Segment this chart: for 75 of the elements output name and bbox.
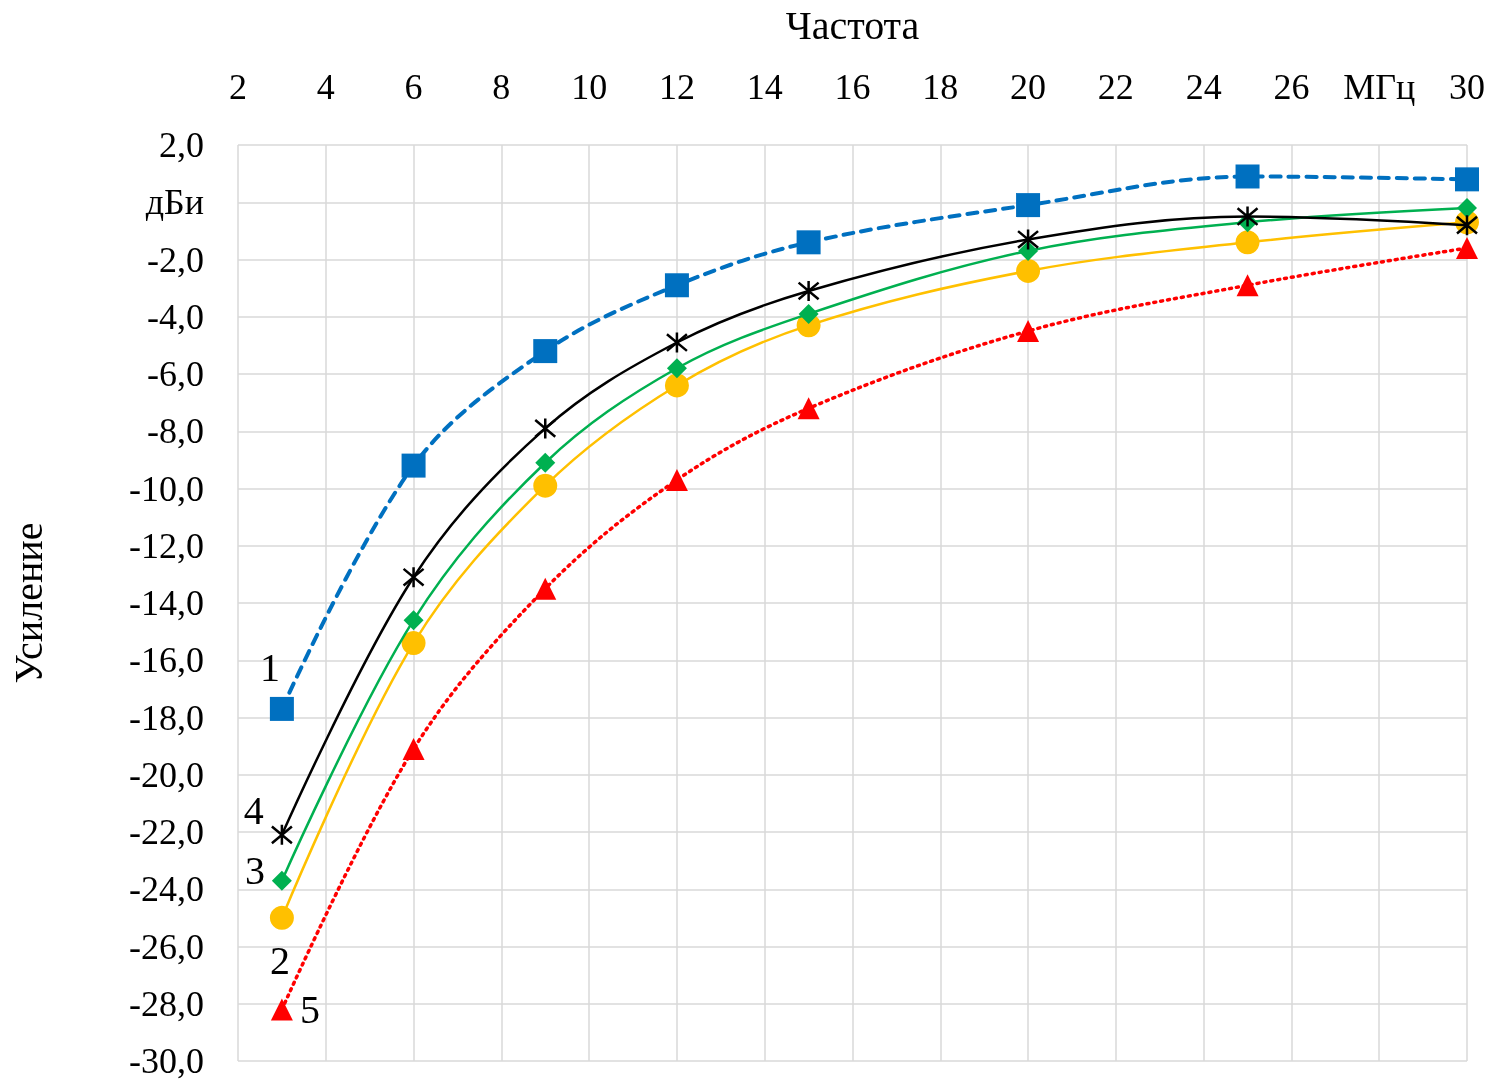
x-tick-label: 14	[746, 67, 783, 107]
point	[1016, 258, 1041, 283]
series-label: 4	[243, 788, 264, 834]
point	[533, 473, 558, 498]
y-tick-label: дБи	[145, 182, 204, 223]
point	[270, 823, 294, 847]
point	[798, 303, 819, 324]
series-label: 2	[269, 938, 290, 984]
x-tick-label: 12	[658, 67, 695, 107]
y-tick-label: -18,0	[129, 697, 204, 738]
point	[269, 905, 294, 930]
point	[1016, 228, 1040, 251]
point	[1456, 237, 1478, 260]
point	[666, 358, 687, 379]
point	[534, 417, 557, 440]
y-tick-label: -10,0	[129, 468, 204, 509]
x-tick-label: 6	[404, 67, 423, 107]
y-tick-label: -24,0	[129, 869, 204, 910]
x-tick-label: 24	[1185, 67, 1222, 107]
point	[1018, 240, 1039, 261]
y-tick-label: 2,0	[159, 125, 204, 165]
y-tick-label: -12,0	[129, 525, 204, 566]
point	[797, 279, 820, 303]
series-label: 5	[299, 986, 320, 1032]
y-tick-label: -2,0	[147, 239, 204, 280]
x-tick-label: 22	[1097, 67, 1134, 107]
x-tick-label: 4	[316, 67, 335, 107]
x-tick-label: 8	[492, 67, 511, 107]
x-tick-label: 20	[1010, 67, 1047, 107]
x-tick-label: 16	[834, 67, 871, 107]
point	[665, 468, 688, 491]
point	[1455, 167, 1479, 192]
point	[796, 230, 821, 255]
x-tick-label: 26	[1273, 67, 1310, 107]
y-tick-label: -30,0	[129, 1041, 204, 1081]
point	[1236, 274, 1259, 297]
point	[401, 453, 426, 478]
point	[535, 452, 556, 473]
point	[1016, 193, 1041, 218]
point	[1235, 164, 1260, 189]
point	[1235, 230, 1260, 255]
point	[1236, 205, 1259, 228]
y-tick-label: -20,0	[129, 754, 204, 795]
point	[270, 998, 293, 1021]
series-label: 3	[244, 848, 265, 894]
y-axis-title: Усиление	[5, 522, 51, 684]
point	[1017, 320, 1040, 343]
x-tick-label: 2	[229, 67, 247, 107]
x-tick-label: 30	[1449, 67, 1485, 107]
x-tick-label: 18	[922, 67, 959, 107]
y-tick-label: -26,0	[129, 926, 204, 967]
series-label: 1	[259, 645, 280, 691]
x-tick-label: 10	[571, 67, 608, 107]
y-tick-label: -28,0	[129, 983, 204, 1024]
point	[403, 610, 424, 631]
point	[271, 870, 292, 891]
point	[664, 373, 689, 398]
x-tick-label: МГц	[1343, 67, 1416, 107]
point	[402, 737, 425, 760]
x-axis-title: Частота	[785, 2, 920, 48]
y-tick-label: -16,0	[129, 640, 204, 681]
y-tick-label: -6,0	[147, 354, 204, 394]
point	[797, 397, 820, 420]
y-tick-label: -8,0	[147, 411, 204, 452]
point	[269, 696, 294, 721]
point	[534, 577, 557, 600]
point	[402, 565, 425, 589]
y-tick-label: -4,0	[147, 296, 204, 337]
y-tick-label: -22,0	[129, 812, 204, 852]
point	[401, 631, 426, 656]
point	[533, 339, 558, 364]
point	[665, 331, 689, 354]
point	[664, 273, 689, 298]
y-tick-label: -14,0	[129, 583, 204, 623]
point	[1457, 197, 1477, 218]
